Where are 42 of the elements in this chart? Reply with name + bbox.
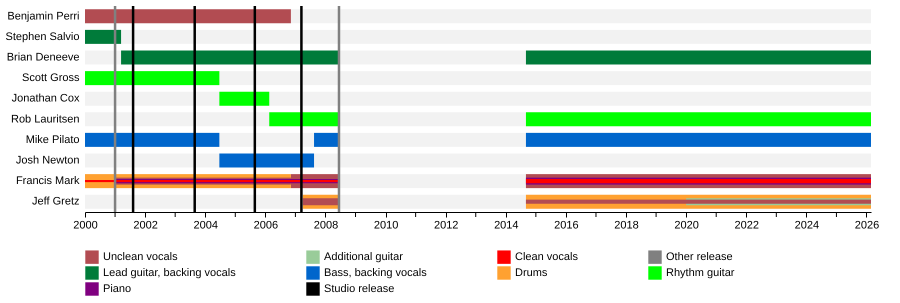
x-tick-label: 2016 [554,220,579,232]
legend-label: Other release [666,251,733,264]
y-tick-label: Jeff Gretz [32,196,80,208]
bar [314,132,339,147]
y-tick-label: Francis Mark [16,175,80,188]
bar [85,71,220,86]
x-tick-label: 2024 [794,220,820,232]
x-tick-label: 2014 [494,220,519,232]
legend-label: Rhythm guitar [666,267,735,279]
legend-label: Lead guitar, backing vocals [103,267,236,279]
legend-label: Bass, backing vocals [324,267,428,279]
x-tick-label: 2008 [314,220,338,232]
x-tick-label: 2002 [133,220,158,232]
legend-label: Additional guitar [324,251,404,264]
x-tick-label: 2004 [193,220,218,232]
legend-label: Clean vocals [515,251,578,264]
bar [85,30,122,44]
x-tick-label: 2000 [73,220,98,232]
legend-label: Drums [515,267,548,279]
legend-label: Unclean vocals [103,251,178,264]
y-tick-label: Mike Pilato [26,134,80,146]
x-tick-label: 2026 [854,220,880,232]
legend-label: Piano [103,283,132,295]
y-tick-label: Josh Newton [16,154,80,166]
x-tick-label: 2012 [434,220,458,232]
x-tick-label: 2010 [374,220,398,232]
bar [302,198,339,206]
y-tick-label: Brian Deneeve [6,52,80,64]
x-tick-label: 2022 [734,220,760,232]
y-tick-label: Benjamin Perri [7,10,80,22]
legend-label: Studio release [324,283,394,295]
y-tick-label: Jonathan Cox [12,92,80,105]
bar [269,112,339,126]
x-tick-label: 2020 [674,220,699,232]
y-tick-label: Rob Lauritsen [11,113,80,126]
x-tick-label: 2006 [254,220,278,232]
bar [219,153,314,168]
bar [85,180,339,182]
y-tick-label: Scott Gross [22,72,80,84]
y-tick-label: Stephen Salvio [6,30,80,43]
bar [219,92,270,106]
x-tick-label: 2018 [614,220,639,232]
